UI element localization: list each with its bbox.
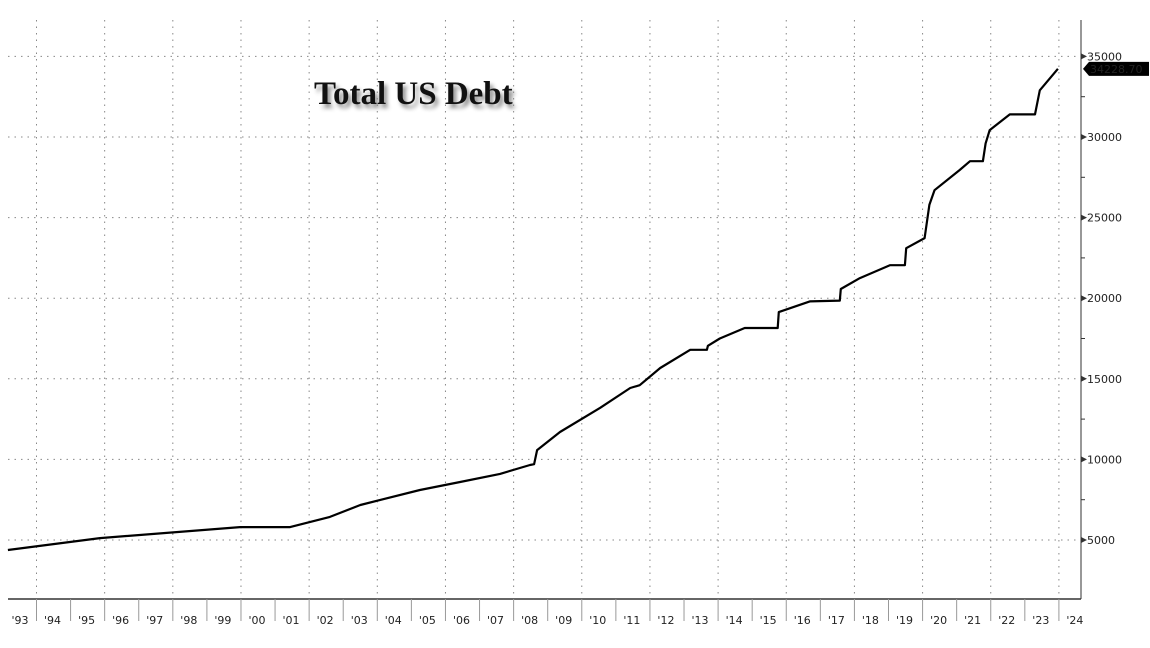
y-tick [1081,295,1087,302]
grid [8,20,1081,599]
x-tick-label: '06 [453,614,470,627]
y-tick [1081,537,1087,543]
y-tick-label: 30000 [1087,131,1122,144]
x-tick-label: '93 [11,614,28,627]
x-tick-label: '95 [78,614,95,627]
x-tick-label: '99 [214,614,231,627]
x-tick-label: '96 [112,614,129,627]
y-tick [1081,134,1087,140]
x-tick-label: '12 [657,614,674,627]
axes [8,20,1082,600]
x-tick-label: '10 [589,614,606,627]
x-tick-label: '22 [998,614,1015,627]
x-tick-label: '14 [726,614,743,627]
y-axis-ticks: 5000 10000 15000 20000 25000 30000 35000 [1081,50,1122,547]
y-tick-label: 15000 [1087,373,1122,386]
x-tick-label: '20 [930,614,947,627]
y-tick [1081,456,1087,463]
x-tick-label: '01 [283,614,300,627]
y-tick [1081,53,1087,60]
x-tick-label: '05 [419,614,436,627]
x-tick-label: '19 [896,614,913,627]
x-tick-label: '03 [351,614,368,627]
y-tick-label: 10000 [1087,453,1122,466]
y-tick [1081,375,1087,382]
chart-title: Total US Debt [314,76,513,112]
x-axis-ticks: '93 '94 '95 '96 '97 '98 '99 '00 '01 '02 '03 '04 '05 '… [11,599,1083,627]
y-tick-label: 5000 [1087,534,1115,547]
last-value-box [1083,61,1149,76]
x-tick-label: '18 [862,614,879,627]
x-tick-label: '08 [521,614,538,627]
x-tick-label: '13 [692,614,709,627]
x-tick-label: '21 [964,614,981,627]
y-tick-label: 35000 [1087,50,1122,63]
x-tick-label: '09 [555,614,572,627]
x-tick-label: '11 [623,614,640,627]
x-tick-label: '97 [146,614,163,627]
y-tick-label: 25000 [1087,212,1122,225]
series [7,68,1059,552]
x-tick-label: '23 [1032,614,1049,627]
x-tick-label: '94 [44,614,61,627]
x-tick-label: '02 [317,614,334,627]
y-tick [1081,214,1087,221]
last-value-text: 34228.70 [1090,63,1143,76]
last-value-label: 34228.70 [1083,61,1149,76]
x-tick-label: '16 [794,614,811,627]
x-tick-label: '04 [385,614,402,627]
debt-line [7,68,1059,552]
x-tick-label: '00 [248,614,265,627]
y-tick-label: 20000 [1087,292,1122,305]
x-tick-label: '15 [760,614,777,627]
x-tick-label: '24 [1066,614,1083,627]
x-tick-label: '98 [180,614,197,627]
x-tick-label: '17 [828,614,845,627]
x-tick-label: '07 [487,614,504,627]
